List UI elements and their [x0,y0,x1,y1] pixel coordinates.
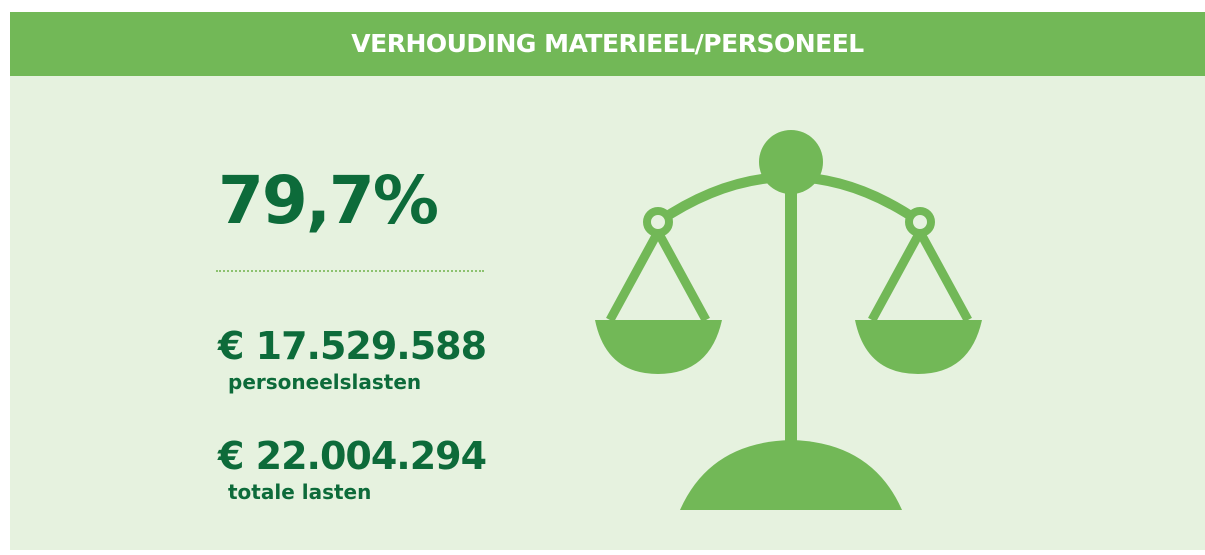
panel: VERHOUDING MATERIEEL/PERSONEEL 79,7% € 1… [10,12,1205,550]
scale-icon [595,130,982,510]
amount-label: totale lasten [228,480,372,504]
separator [216,270,484,272]
amount-label: personeelslasten [228,370,422,394]
amount: € 17.529.588 [218,324,487,368]
ratio: 79,7% [218,162,439,239]
header-title: VERHOUDING MATERIEEL/PERSONEEL [10,12,1205,76]
amount: € 22.004.294 [218,434,487,478]
